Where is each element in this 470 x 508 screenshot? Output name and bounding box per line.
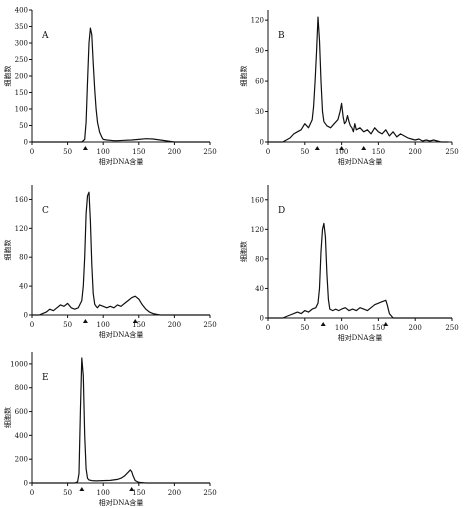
x-tick-label: 0 [266,148,270,156]
series-line [32,191,210,316]
series-line [32,27,210,143]
x-axis-label: 相对DNA含量 [99,157,144,166]
y-tick-label: 120 [15,225,28,233]
x-tick-label: 0 [30,489,34,497]
x-tick-label: 250 [203,148,216,156]
peak-marker [314,146,320,150]
x-tick-label: 50 [63,489,72,497]
y-tick-label: 200 [15,456,28,464]
y-tick-label: 160 [15,196,28,204]
x-tick-label: 200 [168,489,181,497]
x-tick-label: 250 [445,324,458,332]
x-tick-label: 50 [63,321,72,329]
x-tick-label: 250 [203,489,216,497]
peak-marker [129,487,135,491]
x-tick-label: 100 [97,148,110,156]
x-tick-label: 200 [168,148,181,156]
peak-marker [79,487,85,491]
panel-label: C [42,206,49,216]
x-tick-label: 0 [266,324,270,332]
x-tick-label: 200 [409,324,422,332]
x-tick-label: 0 [30,321,34,329]
panel-label: A [41,31,49,41]
y-tick-label: 160 [251,196,264,204]
y-tick-label: 0 [24,480,28,488]
y-tick-label: 300 [15,40,28,48]
panel-c: 0 50 100 150 200 250 0 40 80 120 160 相对DNA含量 细胞数 C [3,185,217,339]
y-tick-label: 600 [15,408,28,416]
y-tick-label: 40 [19,283,28,291]
panel-label: E [42,373,49,383]
peak-marker [82,146,88,150]
y-tick-label: 120 [251,226,264,234]
x-tick-label: 150 [372,148,385,156]
x-tick-label: 50 [63,148,72,156]
y-tick-label: 50 [19,122,28,130]
x-axis-label: 相对DNA含量 [338,333,383,342]
y-tick-label: 60 [255,78,264,86]
y-tick-label: 40 [255,285,264,293]
y-tick-label: 1000 [10,360,28,368]
x-tick-label: 100 [335,148,348,156]
y-axis-label: 细胞数 [239,241,248,262]
peak-marker [82,319,88,323]
y-tick-label: 250 [15,56,28,64]
y-tick-label: 200 [15,73,28,81]
y-tick-label: 0 [260,139,264,147]
series-line [32,357,210,484]
panel-d: 0 50 100 150 200 250 0 40 80 120 160 相对DNA含量 细胞数 D [239,185,459,342]
x-tick-label: 0 [30,148,34,156]
x-tick-label: 100 [97,489,110,497]
y-axis-label: 细胞数 [3,66,12,87]
peak-marker [361,146,367,150]
y-tick-label: 80 [19,254,28,262]
peak-marker [132,319,138,323]
x-axis-label: 相对DNA含量 [99,330,144,339]
series-line [268,222,452,319]
x-tick-label: 250 [445,148,458,156]
panel-e: 0 50 100 150 200 250 0 200 400 600 800 1000 相对DNA含量 细… [3,352,217,507]
y-tick-label: 100 [15,106,28,114]
x-tick-label: 150 [132,148,145,156]
panel-a: 0 50 100 150 200 250 0 50 100 150 200 250 300 350 400 相… [3,7,217,167]
y-tick-label: 800 [15,384,28,392]
y-tick-label: 120 [251,17,264,25]
x-axis-label: 相对DNA含量 [338,157,383,166]
x-axis-label: 相对DNA含量 [99,498,144,507]
x-tick-label: 150 [372,324,385,332]
x-tick-label: 50 [300,148,309,156]
y-tick-label: 0 [24,139,28,147]
y-tick-label: 80 [255,255,264,263]
peak-marker [339,146,345,150]
x-tick-label: 200 [168,321,181,329]
x-tick-label: 50 [300,324,309,332]
x-tick-label: 150 [132,489,145,497]
panel-label: D [278,206,285,216]
series-line [268,16,449,143]
x-tick-label: 250 [203,321,216,329]
panel-b: 0 50 100 150 200 250 0 30 60 90 120 相对DNA含量 细胞数 B [239,10,459,166]
x-tick-label: 100 [335,324,348,332]
x-tick-label: 100 [97,321,110,329]
y-tick-label: 90 [255,47,264,55]
y-axis-label: 细胞数 [239,66,248,87]
y-tick-label: 0 [24,312,28,320]
y-tick-label: 30 [255,108,264,116]
y-tick-label: 150 [15,89,28,97]
y-tick-label: 400 [15,7,28,15]
x-tick-label: 200 [409,148,422,156]
y-tick-label: 400 [15,432,28,440]
y-tick-label: 350 [15,23,28,31]
peak-marker [383,322,389,326]
y-axis-label: 细胞数 [3,240,12,261]
x-tick-label: 150 [132,321,145,329]
y-tick-label: 0 [260,315,264,323]
panel-label: B [278,31,285,41]
y-axis-label: 细胞数 [3,407,12,428]
peak-marker [320,322,326,326]
